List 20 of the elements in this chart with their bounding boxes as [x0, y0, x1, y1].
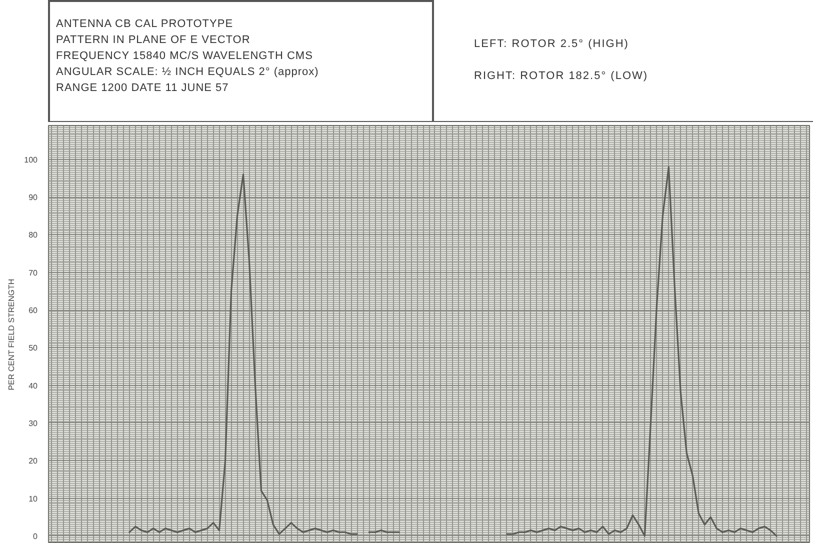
y-tick-label: 50: [28, 344, 38, 353]
text: FREQUENCY 15840 MC/S WAVELENGTH CMS: [56, 50, 313, 62]
y-tick-label: 40: [28, 381, 38, 390]
text: ANGULAR SCALE: ½ INCH EQUALS 2° (approx): [56, 66, 319, 78]
y-tick-label: 20: [28, 456, 38, 466]
y-axis-title: PER CENT FIELD STRENGTH: [7, 278, 16, 390]
text: ANTENNA CB CAL PROTOTYPE: [56, 18, 234, 30]
line-series: [506, 166, 778, 537]
y-tick-label: 100: [24, 155, 38, 164]
y-tick-label: 30: [28, 418, 38, 428]
text: LEFT: ROTOR 2.5° (HIGH): [474, 38, 629, 50]
y-tick-label: 0: [33, 532, 38, 541]
y-tick-label: 80: [28, 230, 38, 240]
y-tick-label: 90: [28, 193, 38, 202]
y-tick-label: 60: [28, 306, 38, 316]
text: PATTERN IN PLANE OF E VECTOR: [56, 34, 250, 46]
text: RIGHT: ROTOR 182.5° (LOW): [474, 70, 648, 82]
y-tick-label: 10: [28, 494, 38, 504]
text: RANGE 1200 DATE 11 JUNE 57: [56, 82, 229, 94]
y-tick-label: 70: [28, 268, 38, 278]
